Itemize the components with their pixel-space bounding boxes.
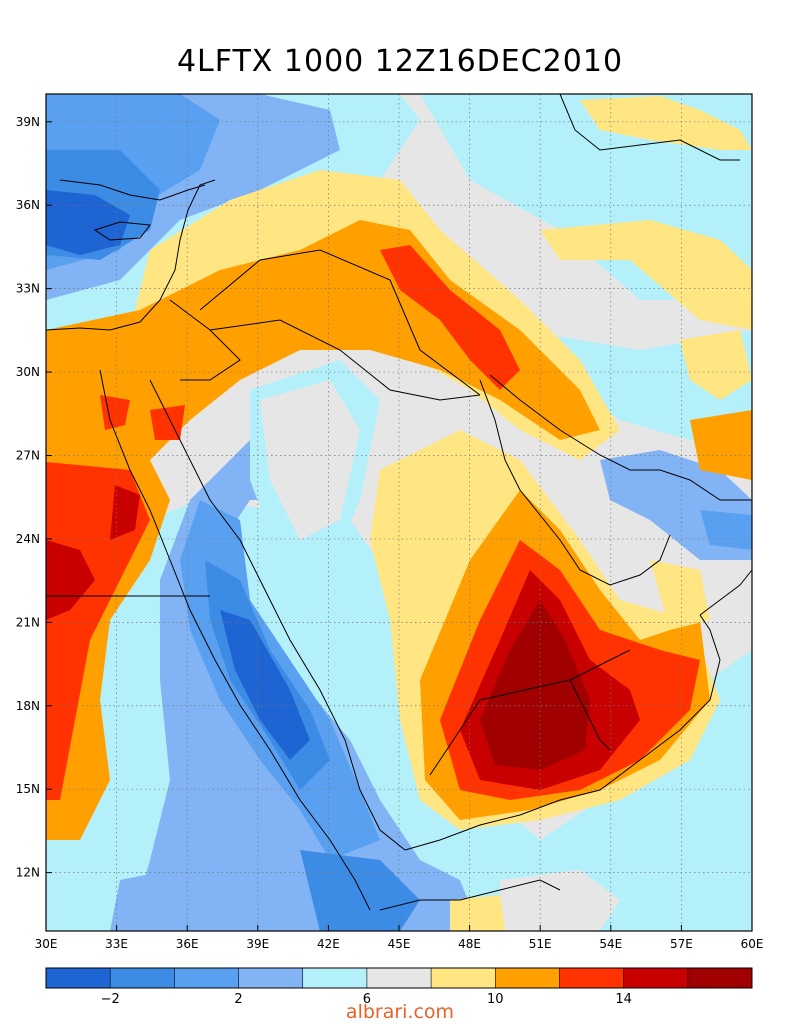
lon-tick-label: 39E [246,937,269,951]
colorbar-swatch [174,968,240,988]
field-region-yellow [580,96,752,150]
coastline-red-sea-west [99,369,371,911]
field-region-yellow [680,330,752,400]
lat-tick-label: 39N [16,115,40,129]
field-region-dark-red [46,540,95,620]
lat-tick-label: 36N [16,198,40,212]
lon-tick-label: 48E [458,937,481,951]
lon-tick-label: 36E [176,937,199,951]
colorbar-label: 2 [234,992,242,1007]
lat-tick-label: 15N [16,782,40,796]
lat-tick-label: 21N [16,615,40,629]
field-region-yellow [650,560,710,630]
colorbar-swatch [687,968,753,988]
border-oman-saudi [569,679,611,751]
field-region-dark-red [110,485,140,540]
field-region-blue-medium [700,510,752,550]
border-iraq [199,249,481,396]
source-watermark: albrari.com [345,1001,455,1023]
coastline-oman-east [699,569,752,616]
colorbar-swatch [302,968,368,988]
lon-tick-label: 51E [529,937,552,951]
border-saudi-north [209,319,481,401]
colorbar-frame [45,967,753,989]
field-region-red [46,462,150,800]
colorbar-swatch [46,968,111,988]
lat-tick-label: 27N [16,448,40,462]
field-region-grey [500,870,620,931]
coastline-persian-gulf-west [479,379,671,586]
lon-tick-label: 45E [388,937,411,951]
field-region-yellow [450,895,505,931]
coastline-arabia-south [404,614,721,851]
coastline-cyprus [93,221,151,241]
lat-tick-label: 33N [16,282,40,296]
colorbar-label: 10 [487,992,504,1007]
field-region-blue-light [110,870,200,931]
lon-tick-label: 54E [599,937,622,951]
lat-tick-label: 30N [16,365,40,379]
colorbar-swatch [623,968,689,988]
coastline-caspian [559,94,740,161]
colorbar-label: 14 [615,992,632,1007]
colorbar: −2 2 6 10 14 [45,967,753,1007]
field-region-orange [690,410,752,480]
coastline-gulf-of-aden-africa [379,879,561,911]
lon-tick-label: 30E [35,937,58,951]
field-region-red [100,395,130,430]
border-saudi-yemen [429,649,631,776]
grid-lines [46,94,752,931]
lat-tick-label: 24N [16,532,40,546]
coastline-turkey-south [59,179,206,201]
lon-tick-label: 57E [670,937,693,951]
field-region-yellow [540,220,752,330]
colorbar-label: −2 [101,992,120,1007]
field-region-blue-darkest [220,610,310,760]
lon-tick-label: 60E [741,937,764,951]
lon-tick-label: 33E [105,937,128,951]
coastline-persian-gulf-east [489,374,752,501]
colorbar-swatch [495,968,560,988]
field-region-red [150,405,185,440]
lon-tick-label: 42E [317,937,340,951]
colorbar-swatch [238,968,304,988]
colorbar-swatch [110,968,175,988]
colorbar-label: 6 [363,992,371,1007]
lat-tick-label: 18N [16,699,40,713]
colorbar-swatch [559,968,625,988]
latitude-axis: 12N 15N 18N 21N 24N 27N 30N 33N 36N 39N [16,115,52,880]
field-region-grey [260,380,360,540]
longitude-axis: 30E 33E 36E 39E 42E 45E 48E 51E 54E 57E 60E [35,925,764,951]
coastlines-and-borders [46,94,752,911]
field-region-blue-light [130,430,480,931]
colorbar-swatch [366,968,432,988]
field-region-red [380,245,520,390]
coastline-red-sea-east [149,379,406,851]
colorbar-swatch [431,968,496,988]
lat-tick-label: 12N [16,866,40,880]
border-jordan [169,299,241,381]
coastline-east-mediterranean [46,179,216,331]
map-title: 4LFTX 1000 12Z16DEC2010 [176,44,624,79]
field-region-darkest-red [480,600,590,770]
